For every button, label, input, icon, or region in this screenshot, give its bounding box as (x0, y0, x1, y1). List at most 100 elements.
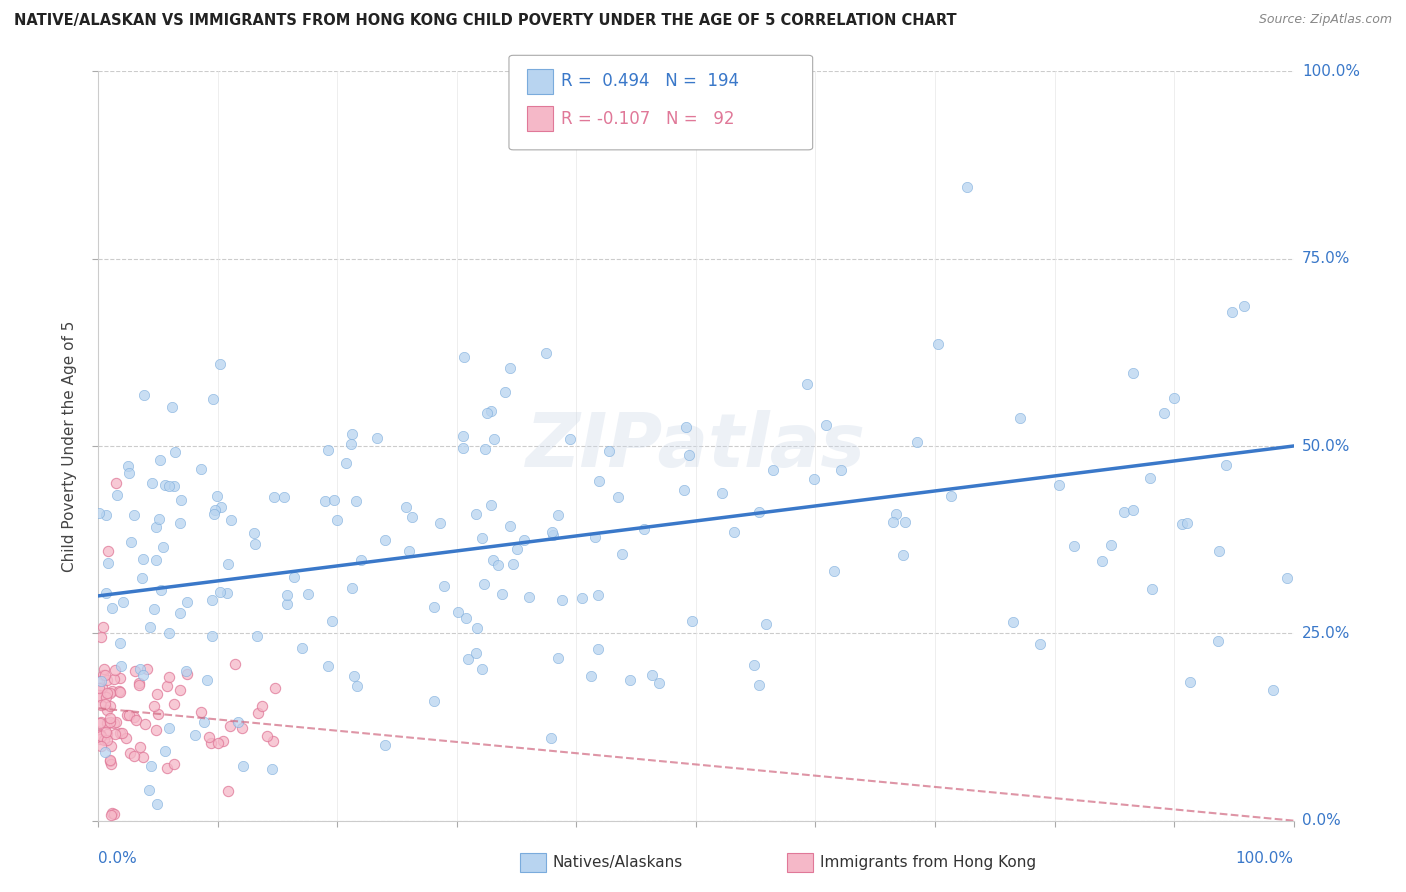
Point (588, 588, 610, 602)
Text: 100.0%: 100.0% (1302, 64, 1360, 78)
Point (100, 757, 122, 772)
Point (586, 641, 609, 656)
Point (118, 466, 141, 480)
Text: 100.0%: 100.0% (1236, 851, 1294, 866)
Point (619, 673, 641, 688)
Point (1112, 505, 1135, 519)
Point (541, 525, 564, 540)
Point (208, 357, 231, 371)
Point (830, 463, 852, 477)
Point (98, 715, 121, 730)
Point (110, 659, 132, 673)
Point (1277, 571, 1299, 585)
Point (201, 592, 224, 607)
Point (323, 493, 346, 508)
Point (558, 432, 581, 446)
Point (149, 453, 172, 467)
Point (224, 657, 246, 671)
Point (100, 739, 122, 754)
Point (422, 694, 444, 708)
Point (232, 759, 254, 773)
Point (153, 744, 176, 758)
Point (89, 728, 111, 742)
Point (107, 488, 129, 502)
Point (276, 597, 298, 611)
Point (162, 400, 184, 414)
Point (108, 672, 131, 686)
Point (451, 441, 474, 455)
Point (94, 698, 117, 712)
Point (98, 753, 121, 767)
Point (246, 706, 269, 721)
Point (169, 516, 191, 531)
Point (104, 727, 127, 741)
Point (118, 708, 141, 723)
Point (156, 761, 179, 775)
Point (1233, 299, 1256, 313)
Point (153, 477, 176, 491)
Point (134, 388, 156, 402)
Point (190, 705, 212, 719)
Point (141, 475, 163, 490)
Text: 25.0%: 25.0% (1302, 626, 1350, 640)
Point (366, 431, 388, 445)
Point (612, 547, 634, 561)
Point (457, 651, 479, 665)
Point (465, 507, 488, 521)
Point (245, 629, 267, 643)
Text: R =  0.494   N =  194: R = 0.494 N = 194 (561, 72, 740, 90)
Point (136, 661, 159, 675)
Text: Source: ZipAtlas.com: Source: ZipAtlas.com (1258, 13, 1392, 27)
Point (159, 626, 181, 640)
Point (219, 719, 242, 733)
Point (447, 606, 470, 620)
Point (465, 646, 488, 660)
Point (165, 445, 187, 459)
Point (344, 494, 367, 508)
Point (108, 683, 131, 698)
Point (499, 361, 522, 376)
Point (110, 726, 132, 740)
Point (291, 640, 314, 655)
Point (1261, 683, 1284, 698)
Point (939, 489, 962, 503)
Point (201, 629, 224, 643)
Point (543, 527, 565, 541)
Point (401, 510, 423, 524)
Point (104, 663, 127, 677)
Point (108, 685, 131, 699)
Point (316, 443, 339, 458)
Point (128, 678, 150, 692)
Point (1091, 553, 1114, 567)
Point (927, 337, 949, 351)
Point (100, 684, 122, 698)
Y-axis label: Child Poverty Under the Age of 5: Child Poverty Under the Age of 5 (62, 320, 77, 572)
Point (94, 668, 117, 682)
Point (90, 729, 112, 743)
Point (100, 808, 122, 822)
Point (678, 448, 700, 462)
Point (583, 530, 606, 544)
Point (1029, 637, 1052, 651)
Point (346, 680, 368, 694)
Point (682, 614, 704, 628)
Point (453, 351, 475, 365)
Point (90, 714, 112, 729)
Point (96, 702, 118, 716)
Point (217, 586, 239, 600)
Point (163, 479, 186, 493)
Point (89, 690, 111, 704)
Point (190, 462, 212, 476)
Point (118, 746, 141, 760)
Point (648, 675, 671, 690)
Point (96, 673, 118, 687)
Point (905, 434, 928, 449)
Point (231, 721, 253, 735)
Text: Immigrants from Hong Kong: Immigrants from Hong Kong (820, 855, 1036, 870)
Point (335, 456, 357, 470)
Point (105, 476, 128, 491)
Point (129, 662, 152, 676)
Point (108, 726, 131, 740)
Point (1047, 477, 1070, 491)
Point (91, 620, 114, 634)
